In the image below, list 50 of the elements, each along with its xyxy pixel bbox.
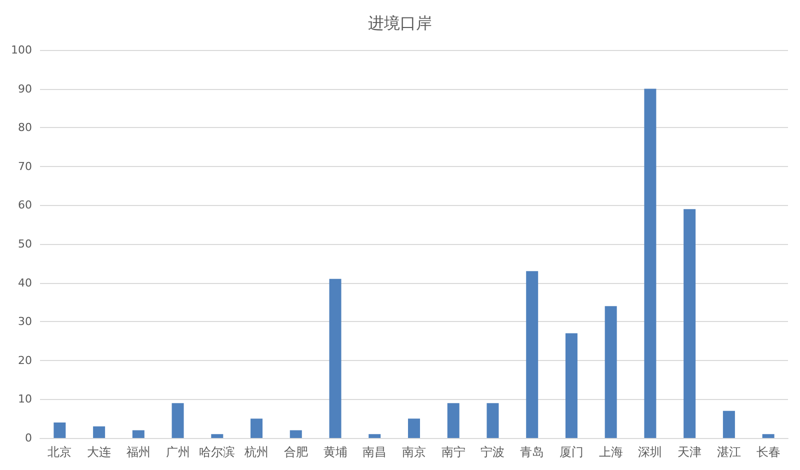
bar [722, 410, 735, 438]
x-tick-label: 合肥 [284, 445, 308, 459]
x-tick-label: 黄埔 [323, 445, 348, 459]
bar [368, 434, 381, 438]
bar [684, 209, 696, 438]
x-tick-label: 宁波 [480, 445, 505, 459]
x-tick-label: 青岛 [520, 445, 544, 459]
chart-title: 进境口岸 [368, 14, 432, 32]
y-tick-label: 90 [18, 82, 32, 96]
x-tick-label: 哈尔滨 [199, 445, 236, 459]
x-tick-label: 北京 [48, 445, 72, 459]
bar [762, 434, 774, 438]
y-tick-label: 70 [18, 160, 32, 173]
bar [408, 418, 420, 438]
bar [526, 271, 538, 438]
y-tick-label: 80 [18, 121, 32, 134]
bar [290, 430, 302, 438]
x-tick-label: 湛江 [716, 445, 741, 459]
x-tick-label: 广州 [166, 445, 190, 459]
y-tick-label: 20 [18, 354, 32, 367]
y-tick-label: 0 [25, 432, 32, 444]
x-tick-label: 厦门 [559, 445, 584, 459]
x-tick-label: 长春 [756, 445, 780, 459]
bar [132, 430, 144, 438]
y-tick-label: 50 [18, 238, 32, 250]
y-tick-label: 30 [18, 315, 32, 328]
x-tick-label: 深圳 [638, 445, 662, 459]
bar [329, 278, 342, 438]
x-tick-label: 天津 [678, 445, 702, 459]
bar [565, 333, 578, 438]
x-tick-label: 福州 [126, 445, 150, 459]
bar [211, 434, 224, 438]
x-tick-label: 杭州 [244, 445, 269, 459]
x-tick-label: 南京 [402, 445, 426, 459]
bar [54, 422, 66, 438]
x-tick-label: 南宁 [441, 445, 466, 459]
bar [644, 88, 656, 438]
bar [604, 306, 617, 438]
x-tick-label: 上海 [598, 445, 623, 459]
y-tick-label: 60 [18, 198, 32, 212]
x-tick-label: 南昌 [362, 445, 387, 459]
bar [250, 418, 263, 438]
bar [486, 403, 499, 438]
y-tick-label: 40 [18, 276, 32, 290]
y-tick-label: 10 [18, 392, 32, 406]
bar [172, 403, 184, 438]
x-tick-label: 大连 [87, 445, 112, 459]
y-tick-label: 100 [11, 44, 32, 56]
bar [447, 403, 460, 438]
bar [93, 426, 106, 438]
